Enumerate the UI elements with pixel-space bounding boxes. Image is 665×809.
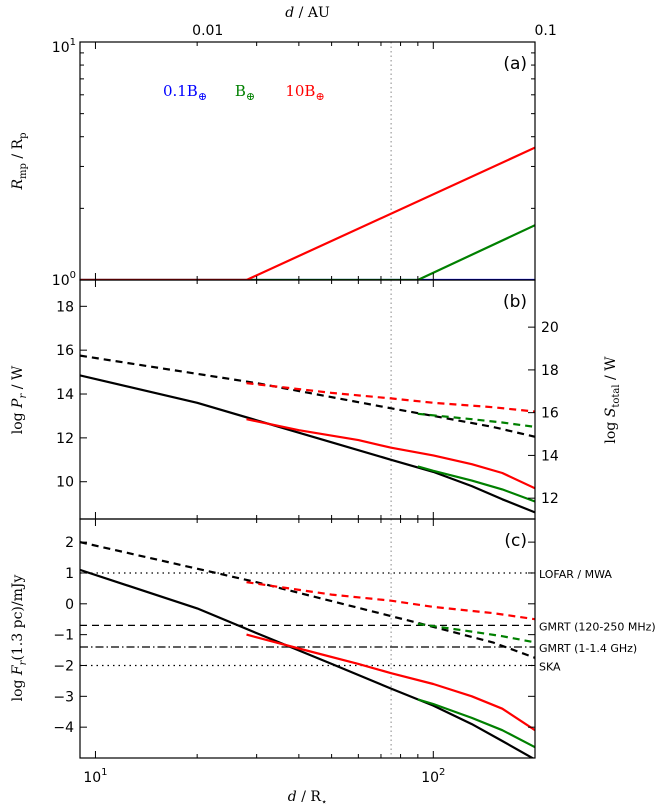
- x-tick-label: 101: [83, 767, 107, 786]
- y-tick-label: 100: [52, 270, 76, 289]
- series-line: [417, 465, 535, 503]
- y-right-tick-label: 12: [541, 491, 559, 507]
- panel-label: (b): [503, 292, 527, 312]
- y-tick-label: 12: [56, 431, 74, 447]
- y-tick-label: 0: [65, 597, 74, 613]
- y-tick-label: −3: [53, 689, 74, 705]
- legend-item: 10B⊕: [285, 82, 324, 103]
- y-right-tick-label: 20: [541, 320, 559, 336]
- y-axis-title-a: Rmp / Rp: [10, 132, 29, 190]
- y-tick-label: 10: [56, 475, 74, 491]
- y-tick-label: 1: [65, 566, 74, 582]
- y-axis-title-b: log Pr / W: [10, 365, 29, 434]
- y-axis-title-c: log Fr(1.3 pc)/mJy: [10, 575, 29, 702]
- panel-b: [79, 279, 536, 520]
- series-line: [246, 581, 535, 621]
- y-tick-label: 16: [56, 343, 74, 359]
- series-line: [246, 633, 535, 732]
- legend-item: 0.1B⊕: [163, 82, 207, 103]
- threshold-label: SKA: [539, 660, 561, 673]
- panel-label: (c): [504, 531, 527, 551]
- y-tick-label: 2: [65, 535, 74, 551]
- series-line: [80, 568, 535, 758]
- series-line: [80, 354, 535, 438]
- series-line: [246, 382, 535, 413]
- y-axis-title-b-right: log Stotal / W: [603, 356, 622, 444]
- legend-item: B⊕: [235, 82, 255, 103]
- y-tick-label: −2: [53, 658, 74, 674]
- series-line: [80, 146, 535, 280]
- top-axis-title: d / AU: [285, 5, 330, 21]
- axes-frame-c: [79, 518, 536, 759]
- x-tick-label: 102: [421, 767, 445, 786]
- bottom-axis-title: d / R⋆: [288, 789, 327, 808]
- y-tick-label: 101: [52, 37, 76, 56]
- y-right-tick-label: 18: [541, 363, 559, 379]
- series-line: [246, 418, 535, 490]
- threshold-label: LOFAR / MWA: [539, 568, 612, 581]
- series-line: [80, 374, 535, 514]
- threshold-label: GMRT (1-1.4 GHz): [539, 642, 637, 655]
- panel-c: [79, 518, 536, 759]
- y-tick-label: 14: [56, 387, 74, 403]
- y-tick-label: −4: [53, 720, 74, 736]
- series-line: [80, 224, 535, 280]
- threshold-label: GMRT (120-250 MHz): [539, 620, 656, 633]
- plot-area-a: [80, 42, 535, 280]
- y-right-tick-label: 14: [541, 448, 559, 464]
- series-line: [417, 698, 535, 749]
- plot-area-c: [80, 519, 535, 758]
- axes-frame-a: [79, 41, 536, 281]
- top-x-tick-label: 0.1: [534, 23, 556, 39]
- y-right-tick-label: 16: [541, 406, 559, 422]
- y-tick-label: −1: [53, 628, 74, 644]
- series-line: [417, 412, 535, 428]
- series-line: [80, 541, 535, 659]
- panel-label: (a): [503, 54, 527, 74]
- panel-a: [79, 41, 536, 281]
- top-x-tick-label: 0.01: [192, 23, 223, 39]
- series-line: [417, 622, 535, 644]
- plot-area-b: [80, 280, 535, 519]
- y-tick-label: 18: [56, 299, 74, 315]
